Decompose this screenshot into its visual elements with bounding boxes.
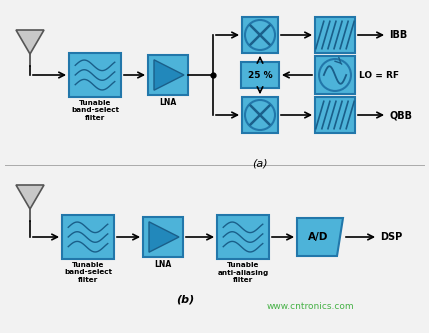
Text: Tunable
band-select
filter: Tunable band-select filter [71,100,119,121]
Text: 25 %: 25 % [248,71,272,80]
Text: (b): (b) [176,295,194,305]
Text: Tunable
band-select
filter: Tunable band-select filter [64,262,112,283]
Polygon shape [297,218,343,256]
Polygon shape [16,30,44,54]
Bar [315,56,355,94]
Bar [148,55,188,95]
Text: QBB: QBB [389,110,412,120]
Bar [241,62,279,88]
Bar [143,217,183,257]
Bar [242,17,278,53]
Bar [62,215,114,259]
Polygon shape [16,185,44,209]
Text: Tunable
anti-aliasing
filter: Tunable anti-aliasing filter [218,262,269,283]
Circle shape [245,100,275,130]
Text: LNA: LNA [160,98,177,107]
Bar [69,53,121,97]
Text: IBB: IBB [389,30,407,40]
Text: LO = RF: LO = RF [359,71,399,80]
Bar [315,17,355,53]
Bar [315,97,355,133]
Text: DSP: DSP [380,232,402,242]
Polygon shape [154,60,184,90]
Bar [217,215,269,259]
Circle shape [319,59,351,91]
Bar [242,97,278,133]
Polygon shape [149,222,179,252]
Text: www.cntronics.com: www.cntronics.com [266,302,354,311]
Text: (a): (a) [252,158,268,168]
Text: A/D: A/D [308,232,328,242]
Circle shape [245,20,275,50]
Text: LNA: LNA [154,260,172,269]
